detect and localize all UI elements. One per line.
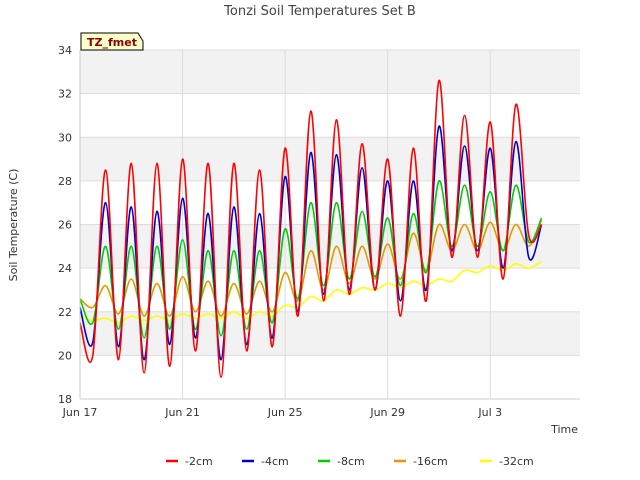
y-tick-labels: 18 20 22 24 26 28 30 32 34 xyxy=(58,44,72,406)
series-line-16cmcm xyxy=(79,219,543,317)
legend-label: -16cm xyxy=(413,455,448,468)
y-tick-label: 30 xyxy=(58,131,72,144)
x-tick-labels: Jun 17 Jun 21 Jun 25 Jun 29 Jul 3 xyxy=(62,406,502,419)
legend-item: -32cm xyxy=(480,455,534,468)
series-line-8cmcm xyxy=(79,180,543,339)
x-tick-label: Jun 21 xyxy=(164,406,200,419)
legend-item: -16cm xyxy=(394,455,448,468)
legend-label: -4cm xyxy=(261,455,289,468)
site-badge-box xyxy=(80,32,144,51)
y-tick-label: 24 xyxy=(58,262,72,275)
legend-item: -8cm xyxy=(318,455,365,468)
y-tick-label: 22 xyxy=(58,306,72,319)
y-tick-label: 28 xyxy=(58,175,72,188)
y-tick-label: 34 xyxy=(58,44,72,57)
plot-band xyxy=(80,93,580,138)
y-tick-label: 32 xyxy=(58,88,72,101)
site-badge: TZ_fmet xyxy=(80,32,144,51)
legend: -2cm -4cm -8cm -16cm -32cm xyxy=(166,455,534,468)
x-axis-label: Time xyxy=(550,423,578,436)
plot-band xyxy=(80,50,580,94)
plot-band xyxy=(80,311,580,356)
legend-label: -2cm xyxy=(185,455,213,468)
y-tick-label: 18 xyxy=(58,393,72,406)
x-tick-label: Jun 29 xyxy=(369,406,405,419)
series-line-32cmcm xyxy=(79,260,542,324)
y-axis-label: Soil Temperature (C) xyxy=(7,169,20,282)
x-tick-label: Jun 25 xyxy=(267,406,303,419)
chart-title: Tonzi Soil Temperatures Set B xyxy=(223,4,416,19)
site-badge-label: TZ_fmet xyxy=(87,36,137,49)
plot-band xyxy=(80,355,580,399)
y-tick-label: 26 xyxy=(58,219,72,232)
axes xyxy=(79,50,580,400)
legend-label: -8cm xyxy=(337,455,365,468)
y-tick-label: 20 xyxy=(58,349,72,362)
series-line-2cmcm xyxy=(79,79,543,378)
plot-band xyxy=(80,268,580,312)
series-lines xyxy=(79,79,543,378)
x-tick-label: Jul 3 xyxy=(477,406,502,419)
legend-item: -4cm xyxy=(242,455,289,468)
x-tick-label: Jun 17 xyxy=(62,406,98,419)
legend-label: -32cm xyxy=(499,455,534,468)
plot-band xyxy=(80,137,580,181)
legend-item: -2cm xyxy=(166,455,213,468)
